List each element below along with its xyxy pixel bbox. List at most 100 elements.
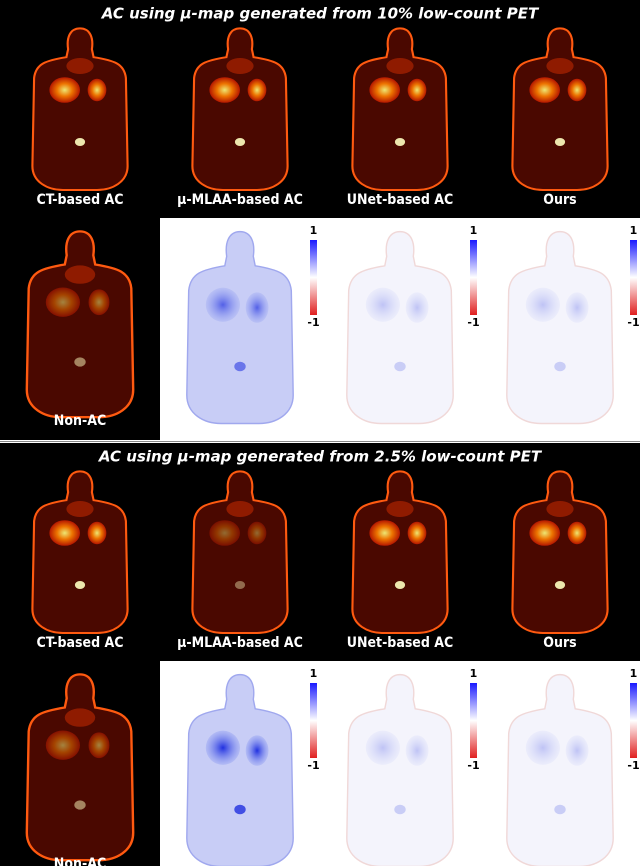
colorbar-min: -1: [627, 316, 639, 329]
colorbar-max: 1: [470, 224, 478, 237]
image-label: Ours: [543, 192, 576, 208]
organ: [386, 58, 414, 74]
organ: [525, 730, 560, 765]
body: [25, 673, 135, 862]
colorbar: [310, 683, 317, 758]
body: [191, 27, 289, 192]
organ: [529, 520, 560, 546]
image-label: Ours: [543, 635, 576, 651]
pet-image: [31, 470, 129, 635]
organ: [74, 800, 86, 810]
organ: [546, 501, 574, 517]
organ: [529, 77, 560, 103]
organ: [394, 361, 406, 372]
organ: [394, 804, 406, 815]
colorbar-max: 1: [310, 224, 318, 237]
organ: [49, 77, 80, 103]
organ: [49, 520, 80, 546]
organ: [567, 521, 587, 545]
image-label: CT-based AC: [37, 192, 124, 208]
pet-image: [511, 470, 609, 635]
organ: [365, 730, 400, 765]
colorbar-min: -1: [307, 316, 319, 329]
body: [511, 27, 609, 192]
organ: [407, 521, 427, 545]
organ: [88, 732, 110, 759]
pet-image: [31, 27, 129, 192]
organ: [369, 520, 400, 546]
organ: [394, 581, 406, 589]
organ: [209, 520, 240, 546]
organ: [87, 78, 107, 102]
body: [346, 230, 454, 425]
organ: [74, 581, 86, 589]
pet-image: [25, 673, 135, 862]
organ: [209, 77, 240, 103]
organ: [247, 521, 267, 545]
organ: [234, 138, 246, 146]
image-label: μ-MLAA-based AC: [177, 635, 303, 651]
organ: [525, 287, 560, 322]
organ: [565, 735, 589, 766]
colorbar-min: -1: [627, 759, 639, 772]
difference-map: [186, 230, 294, 425]
difference-map: [186, 673, 294, 866]
non-ac-label: Non-AC: [54, 856, 106, 866]
non-ac-label: Non-AC: [54, 413, 106, 429]
organ: [554, 581, 566, 589]
pet-image: [25, 230, 135, 419]
body: [31, 27, 129, 192]
body: [186, 230, 294, 425]
pet-image: [191, 27, 289, 192]
organ: [394, 138, 406, 146]
colorbar-max: 1: [630, 224, 638, 237]
panel-title: AC using μ-map generated from 2.5% low-c…: [98, 448, 543, 466]
panel-title: AC using μ-map generated from 10% low-co…: [101, 5, 540, 23]
body: [25, 230, 135, 419]
organ: [66, 58, 94, 74]
organ: [87, 521, 107, 545]
colorbar-min: -1: [307, 759, 319, 772]
body: [351, 470, 449, 635]
body: [511, 470, 609, 635]
organ: [369, 77, 400, 103]
organ: [247, 78, 267, 102]
organ: [365, 287, 400, 322]
colorbar-min: -1: [467, 316, 479, 329]
organ: [245, 292, 269, 323]
organ: [74, 357, 86, 367]
body: [31, 470, 129, 635]
colorbar: [630, 240, 637, 315]
colorbar: [470, 683, 477, 758]
image-label: μ-MLAA-based AC: [177, 192, 303, 208]
organ: [407, 78, 427, 102]
difference-map: [346, 673, 454, 866]
body: [346, 673, 454, 866]
organ: [565, 292, 589, 323]
pet-image: [191, 470, 289, 635]
colorbar-min: -1: [467, 759, 479, 772]
organ: [554, 804, 566, 815]
colorbar-max: 1: [310, 667, 318, 680]
organ: [226, 501, 254, 517]
colorbar: [630, 683, 637, 758]
difference-map: [506, 230, 614, 425]
organ: [405, 735, 429, 766]
colorbar: [310, 240, 317, 315]
organ: [226, 58, 254, 74]
image-label: UNet-based AC: [347, 635, 454, 651]
pet-image: [351, 27, 449, 192]
pet-image: [511, 27, 609, 192]
organ: [405, 292, 429, 323]
body: [186, 673, 294, 866]
organ: [45, 730, 80, 760]
organ: [64, 708, 96, 727]
organ: [88, 289, 110, 316]
colorbar-max: 1: [470, 667, 478, 680]
organ: [205, 287, 240, 322]
colorbar: [470, 240, 477, 315]
organ: [554, 138, 566, 146]
organ: [386, 501, 414, 517]
image-label: CT-based AC: [37, 635, 124, 651]
